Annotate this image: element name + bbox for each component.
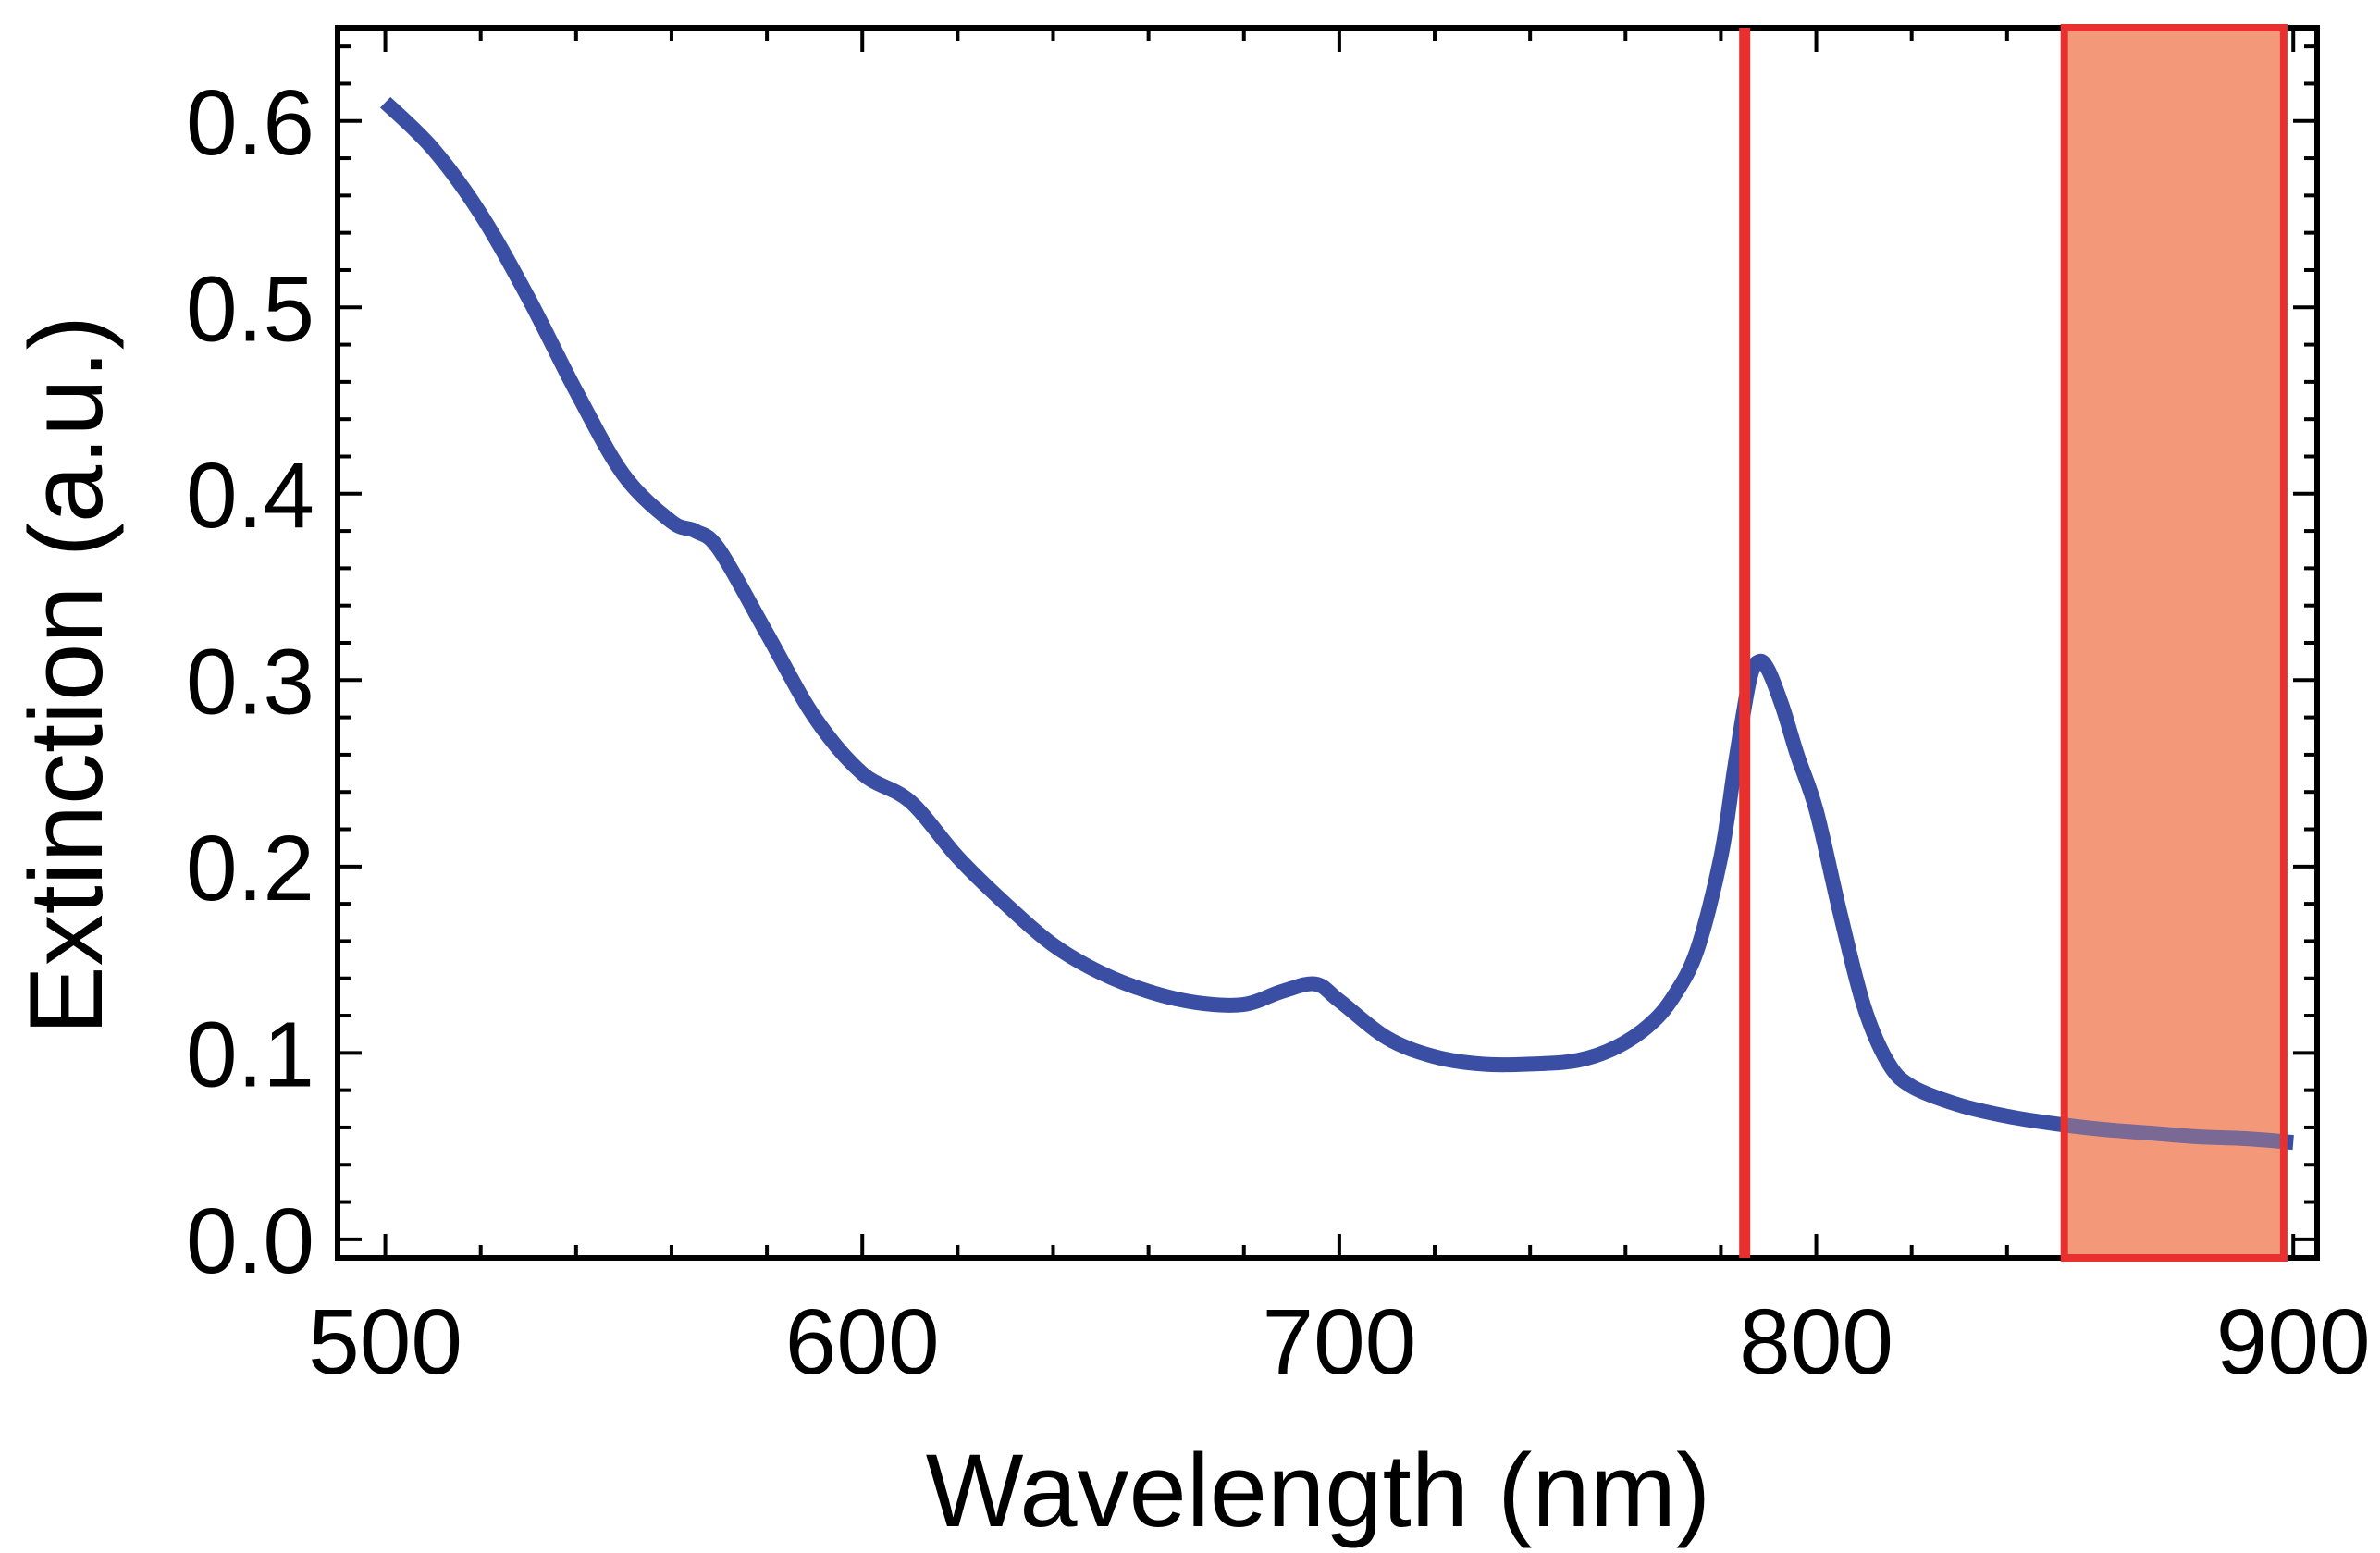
- x-tick-label: 700: [1262, 1290, 1416, 1394]
- y-tick-label: 0.6: [186, 71, 314, 175]
- y-tick-label: 0.2: [186, 817, 314, 920]
- band-layer: [2064, 28, 2284, 1258]
- major-ticks: [338, 28, 2317, 1258]
- x-tick-label: 900: [2216, 1290, 2371, 1394]
- x-tick-label: 800: [1739, 1290, 1893, 1394]
- highlight-band-border: [2060, 24, 2288, 1262]
- minor-ticks: [338, 28, 2317, 1258]
- plot-frame: [335, 25, 2320, 1261]
- y-tick-label: 0.5: [186, 257, 314, 361]
- y-tick-label: 0.3: [186, 630, 314, 733]
- x-tick-label: 600: [785, 1290, 940, 1394]
- y-tick-labels: 0.0 0.1 0.2 0.3 0.4 0.5 0.6: [186, 71, 314, 1293]
- y-tick-label: 0.4: [186, 444, 314, 548]
- x-tick-label: 500: [308, 1290, 462, 1394]
- highlight-band-overlay: [2064, 28, 2284, 1258]
- highlight-band: [2064, 28, 2284, 1258]
- x-tick-labels: 500 600 700 800 900: [308, 1290, 2371, 1394]
- y-axis-label: Extinction (a.u.): [8, 315, 124, 1035]
- overlay-layer: [1739, 24, 2288, 1262]
- y-tick-label: 0.1: [186, 1003, 314, 1106]
- y-tick-label: 0.0: [186, 1189, 314, 1293]
- x-axis-label: Wavelength (nm): [926, 1433, 1711, 1548]
- series-layer: [380, 96, 2294, 1151]
- series-line: [380, 96, 2294, 1151]
